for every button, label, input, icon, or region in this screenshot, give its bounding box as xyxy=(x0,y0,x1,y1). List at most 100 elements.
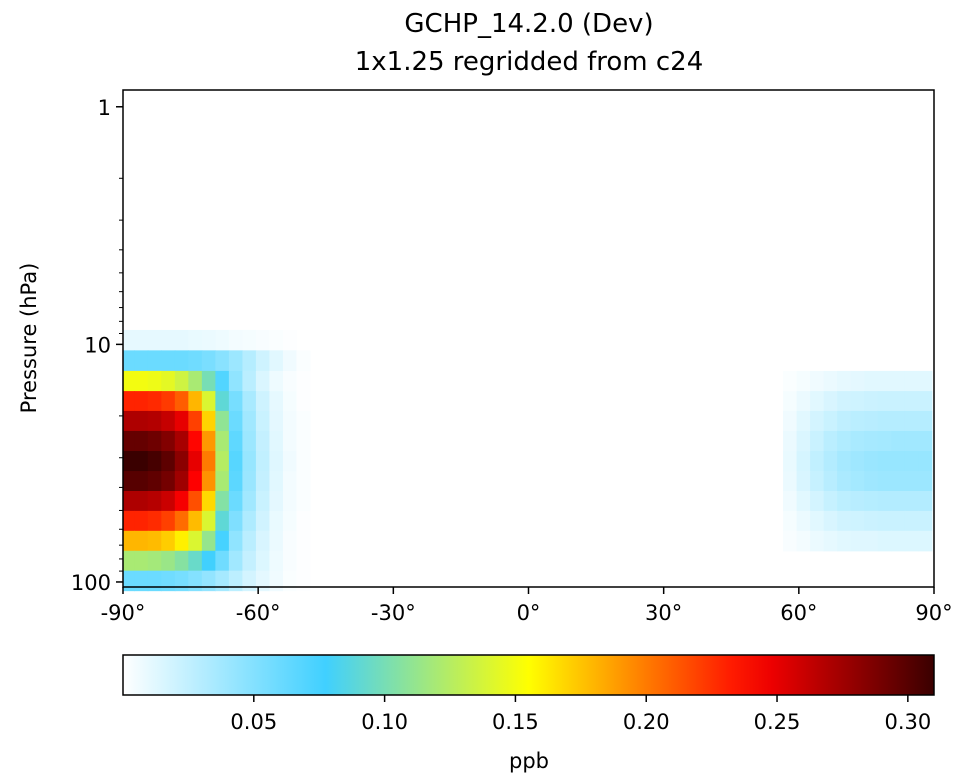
heatmap-cell xyxy=(837,490,852,512)
heatmap-cell xyxy=(864,490,879,512)
heatmap-cell xyxy=(201,451,216,472)
heatmap-cell xyxy=(123,370,135,392)
heatmap-cell xyxy=(850,410,865,432)
heatmap-cell xyxy=(850,510,865,532)
heatmap-cell xyxy=(269,530,284,552)
heatmap-cell xyxy=(837,410,852,432)
heatmap-cell xyxy=(296,370,311,392)
heatmap-cell xyxy=(891,530,906,552)
heatmap-cell xyxy=(123,329,135,351)
heatmap-cell xyxy=(282,530,298,552)
heatmap-cell xyxy=(891,451,906,472)
colorbar-tick-label: 0.15 xyxy=(492,710,539,734)
heatmap-cell xyxy=(161,451,176,472)
heatmap-cell xyxy=(904,410,919,432)
heatmap-cell xyxy=(282,451,298,472)
heatmap-cell xyxy=(877,510,892,532)
heatmap-cell xyxy=(174,471,189,492)
heatmap-cell xyxy=(282,350,298,372)
heatmap-cell xyxy=(810,510,825,532)
heatmap-cell xyxy=(282,410,298,432)
heatmap-cell xyxy=(228,471,243,492)
heatmap-cell xyxy=(850,430,865,452)
heatmap-cell xyxy=(123,510,135,532)
heatmap-cell xyxy=(188,510,203,532)
heatmap-cell xyxy=(255,329,271,351)
heatmap-cell xyxy=(255,410,271,432)
heatmap-cell xyxy=(161,490,176,512)
heatmap-cell xyxy=(215,570,230,592)
heatmap-cell xyxy=(147,391,162,412)
heatmap-cell xyxy=(783,510,798,532)
heatmap-cell xyxy=(850,490,865,512)
heatmap-cell xyxy=(242,430,257,452)
heatmap-cell xyxy=(228,350,243,372)
heatmap-cell xyxy=(904,451,919,472)
heatmap-cell xyxy=(918,391,933,412)
heatmap-cell xyxy=(201,329,216,351)
heatmap-cell xyxy=(147,530,162,552)
heatmap-cell xyxy=(296,350,311,372)
heatmap-cell xyxy=(161,370,176,392)
heatmap-cell xyxy=(242,370,257,392)
heatmap-cell xyxy=(134,370,149,392)
heatmap-cell xyxy=(877,410,892,432)
heatmap-cell xyxy=(796,510,811,532)
heatmap-cell xyxy=(877,430,892,452)
heatmap-cell xyxy=(188,391,203,412)
heatmap-cell xyxy=(147,451,162,472)
heatmap-cell xyxy=(161,410,176,432)
heatmap-cell xyxy=(188,530,203,552)
heatmap-cell xyxy=(796,430,811,452)
heatmap-cell xyxy=(147,490,162,512)
y-tick-label: 100 xyxy=(71,571,111,595)
heatmap-cell xyxy=(255,471,271,492)
heatmap-cell xyxy=(282,370,298,392)
heatmap-cell xyxy=(850,451,865,472)
heatmap-cell xyxy=(255,370,271,392)
heatmap-cell xyxy=(242,329,257,351)
heatmap-cell xyxy=(161,530,176,552)
heatmap-cell xyxy=(810,471,825,492)
heatmap-cell xyxy=(123,490,135,512)
heatmap-cell xyxy=(810,410,825,432)
heatmap-cell xyxy=(296,391,311,412)
colorbar-gradient xyxy=(122,654,935,696)
heatmap-cell xyxy=(147,570,162,592)
chart-subtitle: 1x1.25 regridded from c24 xyxy=(355,47,704,77)
heatmap-cell xyxy=(174,329,189,351)
heatmap-cell xyxy=(810,391,825,412)
heatmap-cell xyxy=(918,510,933,532)
x-tick-label: 30° xyxy=(645,601,682,625)
heatmap-cell xyxy=(201,510,216,532)
heatmap-cell xyxy=(228,451,243,472)
heatmap-cell xyxy=(134,530,149,552)
heatmap-cell xyxy=(823,430,838,452)
x-tick-label: 0° xyxy=(517,601,541,625)
heatmap-cell xyxy=(282,570,298,592)
heatmap-cell xyxy=(134,329,149,351)
heatmap-cell xyxy=(228,530,243,552)
heatmap-cell xyxy=(215,490,230,512)
heatmap-cell xyxy=(269,570,284,592)
heatmap-cell xyxy=(282,471,298,492)
heatmap-cell xyxy=(877,391,892,412)
heatmap-cell xyxy=(174,451,189,472)
heatmap-cell xyxy=(134,550,149,572)
heatmap-cell xyxy=(242,350,257,372)
heatmap-cell xyxy=(269,391,284,412)
heatmap-cell xyxy=(850,530,865,552)
heatmap-cell xyxy=(864,451,879,472)
heatmap-cell xyxy=(255,530,271,552)
heatmap-cell xyxy=(891,510,906,532)
heatmap-cell xyxy=(228,510,243,532)
heatmap-cell xyxy=(242,391,257,412)
heatmap-cell xyxy=(837,391,852,412)
heatmap-cell xyxy=(864,391,879,412)
colorbar: 0.05 0.10 0.15 0.20 0.25 0.30 ppb xyxy=(122,654,935,773)
heatmap-cell xyxy=(823,410,838,432)
heatmap-cell xyxy=(864,410,879,432)
colorbar-tick-label: 0.20 xyxy=(623,710,670,734)
heatmap-cell xyxy=(796,370,811,392)
heatmap-cell xyxy=(823,451,838,472)
